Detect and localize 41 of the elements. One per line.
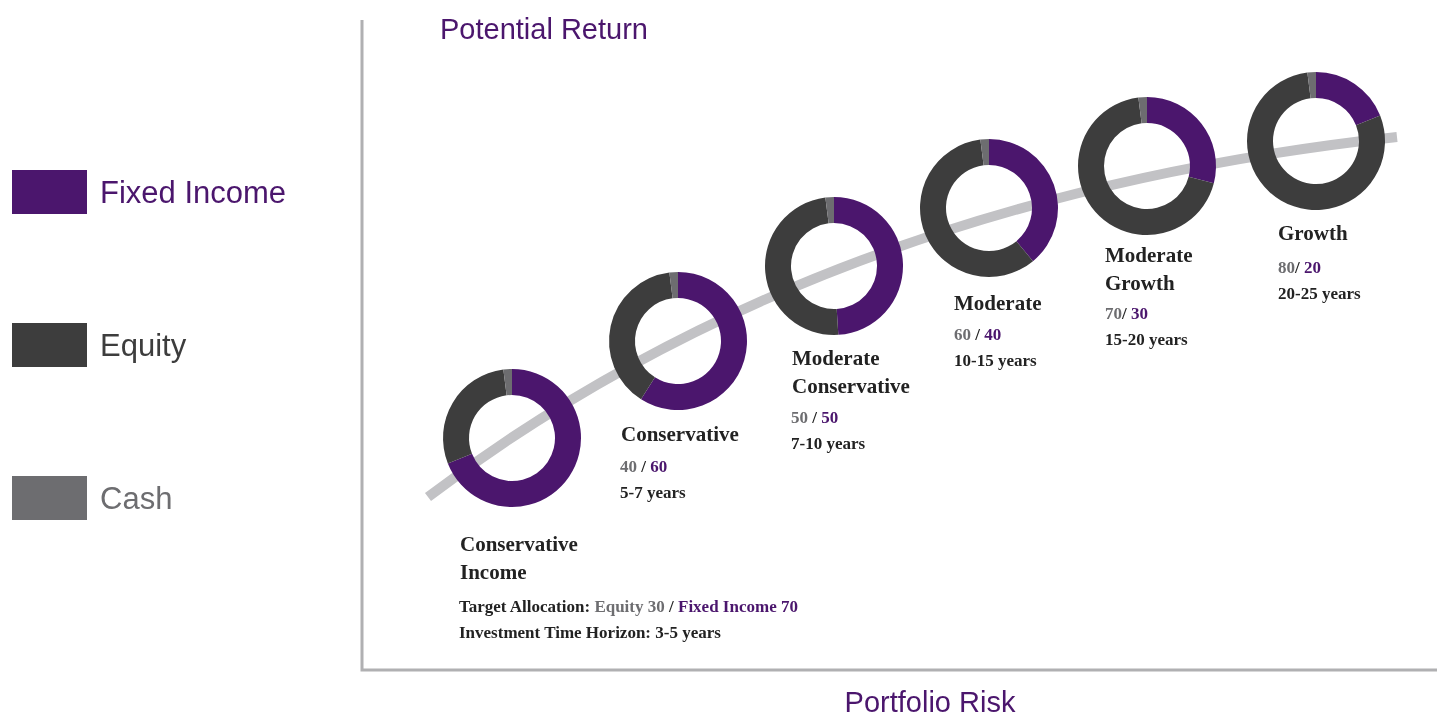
donut-slice [1147, 97, 1216, 184]
text: 60 / 40 [954, 325, 1002, 344]
text: 7-10 years [791, 434, 866, 453]
text: Potential Return [440, 13, 648, 45]
text: Investment Time Horizon: 3-5 years [459, 623, 722, 642]
donut-slice [980, 139, 989, 166]
text: 10-15 years [954, 351, 1037, 370]
legend-label: Fixed Income [100, 175, 287, 210]
donut-slice [669, 272, 678, 299]
text: Conservative [621, 422, 739, 446]
donut-slice [1078, 97, 1214, 235]
donut-slice [989, 139, 1058, 262]
donut-slice [825, 197, 834, 224]
text: 15-20 years [1105, 330, 1188, 349]
donut-slice [443, 369, 507, 464]
donut-slice [834, 197, 903, 335]
text: Conservative Income [460, 532, 578, 584]
donut-slice [920, 139, 1033, 277]
legend-label: Equity [100, 328, 187, 363]
text: Portfolio Risk [844, 686, 1016, 713]
text: 20-25 years [1278, 284, 1361, 303]
donut-slice [765, 197, 839, 335]
text: Growth [1278, 221, 1348, 245]
donut-slice [447, 369, 581, 507]
text: 5-7 years [620, 483, 686, 502]
text: Moderate [954, 291, 1042, 315]
text: Moderate Growth [1105, 243, 1193, 295]
legend-label: Cash [100, 481, 173, 516]
text: 70/ 30 [1105, 304, 1148, 323]
text: 80/ 20 [1278, 258, 1321, 277]
text: Target Allocation: Equity 30 / Fixed Income 70 [459, 597, 798, 616]
donut-slice [1138, 97, 1147, 124]
text: 50 / 50 [791, 408, 839, 427]
donut-slice [1307, 72, 1316, 99]
text: 40 / 60 [620, 457, 668, 476]
donut-slice [641, 272, 747, 410]
donut-slice [503, 369, 512, 396]
donut-slice [609, 272, 673, 400]
text: Moderate Conservative [792, 346, 910, 398]
donut-slice [1316, 72, 1381, 126]
donut-slice [1247, 72, 1385, 210]
